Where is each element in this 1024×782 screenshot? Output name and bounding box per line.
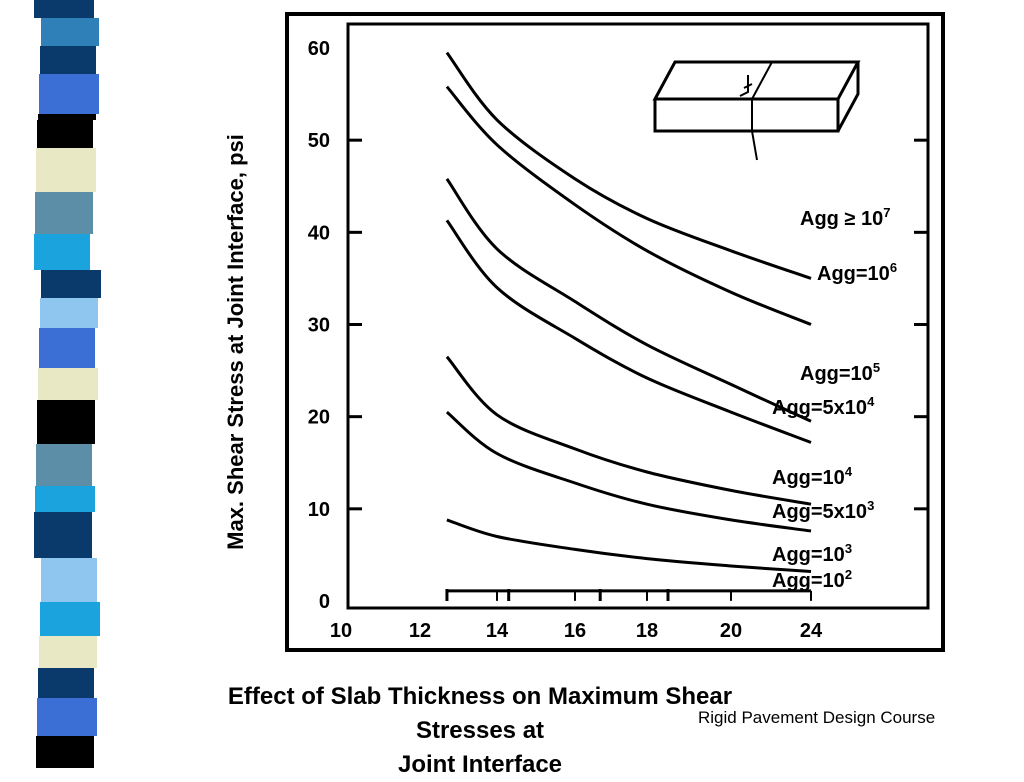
y-axis-title: Max. Shear Stress at Joint Interface, ps…: [223, 134, 248, 550]
stripe-block: [38, 114, 96, 120]
stripe-block: [36, 736, 94, 768]
stripe-block: [37, 698, 97, 736]
x-tick-label: 10: [330, 620, 352, 642]
y-tick-label: 50: [308, 130, 330, 152]
series-label: Agg=104: [772, 464, 853, 489]
stripe-block: [40, 602, 100, 636]
y-tick-label: 40: [308, 222, 330, 244]
stripe-block: [40, 46, 96, 74]
series-label: Agg ≥ 107: [800, 205, 890, 230]
caption-line-2: Joint Interface: [397, 751, 563, 778]
x-tick-label: 20: [720, 620, 742, 642]
decorative-color-stripe: [34, 0, 101, 768]
x-tick-label: 16: [564, 620, 586, 642]
y-tick-label: 30: [308, 315, 330, 337]
series-line: [445, 85, 812, 326]
y-tick-label: 0: [319, 591, 330, 613]
x-tick-label: 14: [486, 620, 509, 642]
stripe-block: [35, 192, 93, 234]
series-line: [445, 51, 812, 280]
series-label: Agg=102: [772, 567, 852, 592]
series-line: [445, 219, 812, 444]
stripe-block: [39, 74, 99, 114]
series-label: Agg=5x103: [772, 498, 874, 523]
slide-caption: Effect of Slab Thickness on Maximum Shea…: [190, 680, 770, 782]
y-tick-label: 60: [308, 38, 330, 60]
stripe-block: [41, 18, 99, 46]
series-line: [445, 410, 812, 533]
stripe-block: [37, 400, 95, 444]
stripe-block: [39, 636, 97, 668]
stripe-block: [34, 0, 94, 18]
stripe-block: [35, 486, 95, 512]
x-tick-label: 18: [636, 620, 658, 642]
stripe-block: [39, 328, 95, 368]
stripe-block: [41, 558, 97, 602]
series-label: Agg=5x104: [772, 394, 875, 419]
stripe-block: [37, 120, 93, 148]
y-tick-label: 20: [308, 407, 330, 429]
stripe-block: [38, 368, 98, 400]
stripe-block: [41, 270, 101, 298]
series-label: Agg=103: [772, 541, 852, 566]
plot-area-border: [346, 22, 930, 610]
series-line: [446, 518, 812, 573]
stripe-block: [36, 444, 92, 486]
stripe-block: [38, 668, 94, 698]
x-tick-label: 24: [800, 620, 823, 642]
stripe-block: [34, 512, 92, 558]
series-label: Agg=106: [817, 260, 897, 285]
y-tick-label: 10: [308, 499, 330, 521]
series-label: Agg=105: [800, 360, 880, 385]
caption-line-1: Effect of Slab Thickness on Maximum Shea…: [227, 683, 733, 744]
stripe-block: [40, 298, 98, 328]
series-line: [445, 355, 812, 506]
x-tick-label: 12: [409, 620, 431, 642]
course-footer: Rigid Pavement Design Course: [698, 708, 936, 727]
stripe-block: [36, 148, 96, 192]
chart-frame: [285, 12, 945, 652]
series-line: [445, 178, 812, 423]
stripe-block: [34, 234, 90, 270]
slab-joint-diagram: [652, 60, 861, 161]
